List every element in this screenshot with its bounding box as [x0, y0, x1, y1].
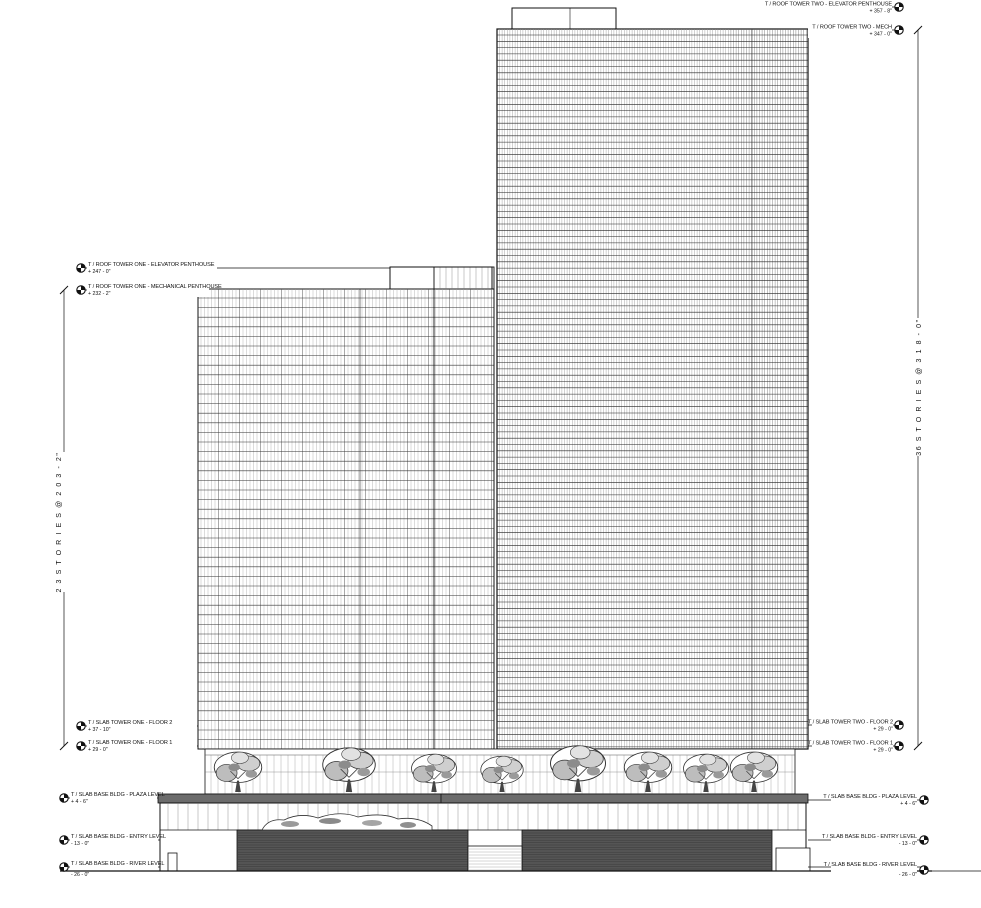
tower-two-floor2-elev: + 29 - 0" — [873, 727, 893, 733]
tower-one-floor1-elev: + 29 - 0" — [88, 747, 108, 753]
datum-marker — [919, 835, 929, 845]
tower-one-floor1-label: T / SLAB TOWER ONE - FLOOR 1 — [88, 740, 172, 746]
tower-one-floor2-label: T / SLAB TOWER ONE - FLOOR 2 — [88, 720, 172, 726]
tower-two-curtain-wall-grid — [497, 29, 808, 749]
datum-marker — [59, 835, 69, 845]
datum-marker — [894, 720, 904, 730]
base-entry-label-left: T / SLAB BASE BLDG - ENTRY LEVEL — [71, 834, 166, 840]
base-river-label-left: T / SLAB BASE BLDG - RIVER LEVEL — [71, 861, 164, 867]
level-labels: T / ROOF TOWER TWO - ELEVATOR PENTHOUSE … — [70, 0, 917, 878]
base-river-elev-right: - 26 - 0" — [899, 872, 917, 878]
tower-one-elevator-penthouse-elev: + 247 - 0" — [88, 269, 111, 275]
dimension-tower-one: 2 3 S T O R I E S @ 2 0 3 - 2" — [54, 285, 72, 751]
tower-one — [197, 266, 495, 750]
datum-marker — [894, 2, 904, 12]
planter-hedge — [261, 813, 433, 831]
tower-two-elevator-penthouse-label: T / ROOF TOWER TWO - ELEVATOR PENTHOUSE — [765, 2, 893, 8]
base-entry-label-right: T / SLAB BASE BLDG - ENTRY LEVEL — [822, 834, 917, 840]
base-entry-elev-right: - 13 - 0" — [899, 841, 917, 847]
datum-marker — [76, 741, 86, 751]
tower-one-floor2-elev: + 37 - 10" — [88, 727, 111, 733]
base-plaza-elev-right: + 4 - 6" — [900, 801, 917, 807]
base-river-label-right: T / SLAB BASE BLDG - RIVER LEVEL — [824, 862, 917, 868]
datum-marker — [59, 862, 69, 872]
entry-opening — [467, 845, 523, 872]
tower-two-elevator-penthouse-elev: + 357 - 8" — [870, 9, 893, 15]
base-river-elev-left: - 26 - 0" — [71, 872, 89, 878]
datum-marker — [59, 793, 69, 803]
tower-two-penthouse — [511, 7, 617, 30]
datum-marker — [919, 865, 929, 875]
tower-one-stories-label: 2 3 S T O R I E S @ 2 0 3 - 2" — [56, 452, 63, 593]
dimension-tower-two: 36 S T O R I E S @ 3 1 8 - 0" — [910, 25, 926, 751]
tower-one-curtain-wall-grid — [198, 267, 494, 749]
entry-opening-lines — [468, 848, 522, 871]
tower-one-mech-elev: + 232 - 2" — [88, 291, 111, 297]
datum-marker — [919, 795, 929, 805]
tower-one-mech-label: T / ROOF TOWER ONE - MECHANICAL PENTHOUS… — [88, 284, 222, 290]
base-building — [60, 745, 981, 872]
tower-one-elevator-penthouse-label: T / ROOF TOWER ONE - ELEVATOR PENTHOUSE — [88, 262, 215, 268]
tower-two-stories-label: 36 S T O R I E S @ 3 1 8 - 0" — [916, 318, 923, 455]
base-plaza-label-right: T / SLAB BASE BLDG - PLAZA LEVEL — [823, 794, 917, 800]
river-level-door-left — [167, 852, 178, 872]
tower-two-mech-label: T / ROOF TOWER TWO - MECH — [812, 25, 892, 31]
datum-marker — [76, 721, 86, 731]
tower-two-floor1-elev: + 29 - 0" — [873, 748, 893, 754]
base-entry-elev-left: - 13 - 0" — [71, 841, 89, 847]
tower-two — [496, 7, 809, 750]
datum-marker — [76, 285, 86, 295]
tower-two-floor1-label: T / SLAB TOWER TWO - FLOOR 1 — [808, 741, 893, 747]
river-level-door-right — [775, 847, 811, 872]
datum-marker — [76, 263, 86, 273]
river-level-screen-right — [521, 829, 773, 872]
tower-one-penthouse — [389, 266, 493, 290]
tower-two-mech-elev: + 347 - 0" — [870, 32, 893, 38]
datum-marker — [894, 741, 904, 751]
river-level-screen-left — [236, 829, 469, 872]
base-plaza-elev-left: + 4 - 6" — [71, 799, 88, 805]
plaza-slab — [157, 793, 809, 804]
base-plaza-label-left: T / SLAB BASE BLDG - PLAZA LEVEL — [71, 792, 165, 798]
tower-two-floor2-label: T / SLAB TOWER TWO - FLOOR 2 — [808, 720, 893, 726]
datum-marker — [894, 25, 904, 35]
river-level-screen-lines — [237, 832, 772, 870]
